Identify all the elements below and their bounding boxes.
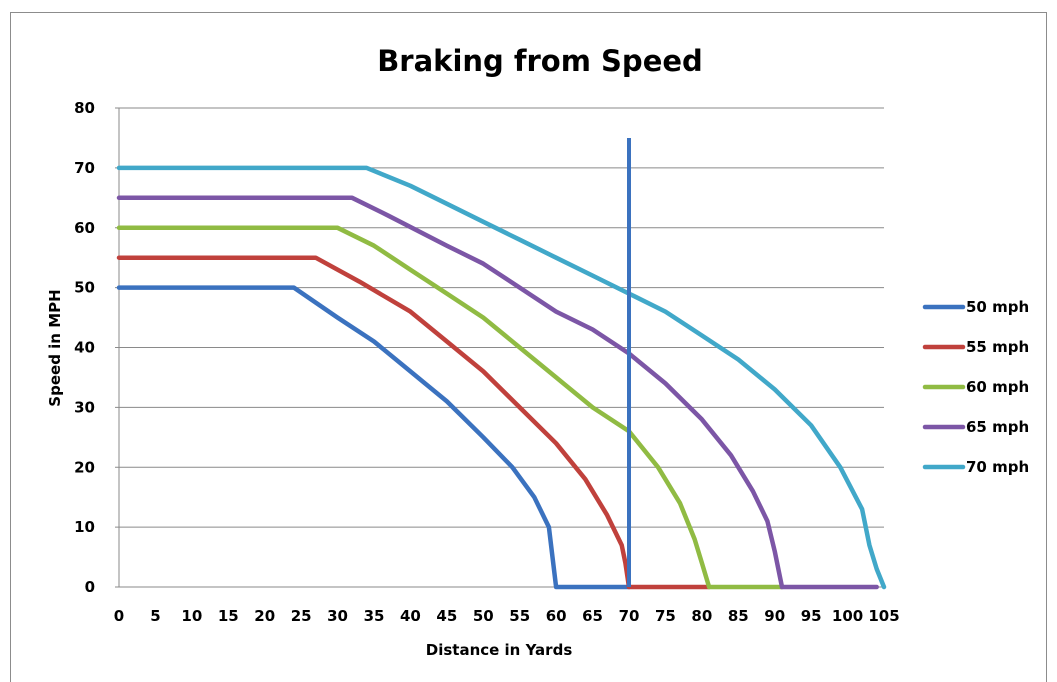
y-tick-label: 40 xyxy=(74,339,95,357)
y-tick-label: 10 xyxy=(74,518,95,536)
legend-label: 55 mph xyxy=(966,338,1029,356)
legend-label: 60 mph xyxy=(966,378,1029,396)
x-tick-label: 35 xyxy=(364,607,385,625)
x-tick-label: 20 xyxy=(254,607,275,625)
x-axis-label: Distance in Yards xyxy=(426,641,573,659)
y-tick-label: 30 xyxy=(74,398,95,416)
series-line-55-mph xyxy=(116,255,712,590)
y-axis-ticks: 0 10 20 30 40 50 60 70 80 xyxy=(74,99,95,596)
x-tick-label: 55 xyxy=(509,607,530,625)
x-tick-label: 90 xyxy=(764,607,785,625)
x-tick-label: 50 xyxy=(473,607,494,625)
x-tick-label: 30 xyxy=(327,607,348,625)
x-tick-label: 100 xyxy=(832,607,863,625)
series-lines xyxy=(116,165,887,590)
legend-label: 50 mph xyxy=(966,298,1029,316)
y-tick-label: 50 xyxy=(74,279,95,297)
chart-title: Braking from Speed xyxy=(377,44,703,78)
series-line-60-mph xyxy=(116,225,785,590)
x-tick-label: 5 xyxy=(150,607,160,625)
x-tick-label: 85 xyxy=(728,607,749,625)
y-tick-label: 70 xyxy=(74,159,95,177)
x-tick-label: 0 xyxy=(114,607,124,625)
x-tick-label: 80 xyxy=(691,607,712,625)
x-tick-label: 60 xyxy=(546,607,567,625)
y-axis-label: Speed in MPH xyxy=(46,289,64,406)
grid-lines xyxy=(115,107,884,588)
y-tick-label: 80 xyxy=(74,99,95,117)
legend-label: 65 mph xyxy=(966,418,1029,436)
series-line-70-mph xyxy=(116,165,887,590)
legend-label: 70 mph xyxy=(966,458,1029,476)
x-tick-label: 70 xyxy=(619,607,640,625)
x-tick-label: 45 xyxy=(436,607,457,625)
x-tick-label: 25 xyxy=(291,607,312,625)
x-tick-label: 15 xyxy=(218,607,239,625)
x-tick-label: 40 xyxy=(400,607,421,625)
series-line-50-mph xyxy=(116,285,632,590)
y-tick-label: 60 xyxy=(74,219,95,237)
x-tick-label: 65 xyxy=(582,607,603,625)
y-tick-label: 20 xyxy=(74,458,95,476)
legend: 50 mph 55 mph 60 mph 65 mph 70 mph xyxy=(922,298,1029,476)
x-axis-ticks: 0 5 10 15 20 25 30 35 40 45 50 55 60 65 70 75 80 85 90 95 10… xyxy=(114,607,900,625)
x-tick-label: 10 xyxy=(181,607,202,625)
y-tick-label: 0 xyxy=(85,578,95,596)
x-tick-label: 75 xyxy=(655,607,676,625)
x-tick-label: 105 xyxy=(868,607,899,625)
x-tick-label: 95 xyxy=(801,607,822,625)
